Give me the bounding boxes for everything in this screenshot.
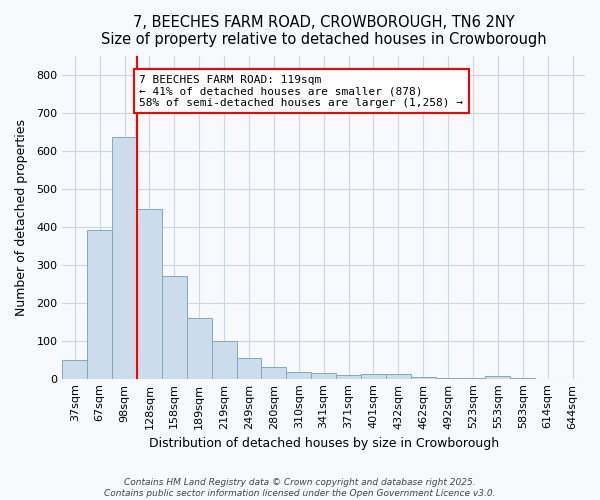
Bar	[112, 138, 137, 378]
Text: 7 BEECHES FARM ROAD: 119sqm
← 41% of detached houses are smaller (878)
58% of se: 7 BEECHES FARM ROAD: 119sqm ← 41% of det…	[139, 74, 463, 108]
Bar	[286, 372, 311, 378]
Bar	[411, 377, 436, 378]
Bar	[386, 374, 411, 378]
Bar	[361, 374, 386, 378]
X-axis label: Distribution of detached houses by size in Crowborough: Distribution of detached houses by size …	[149, 437, 499, 450]
Bar	[87, 230, 112, 378]
Bar	[187, 318, 212, 378]
Bar	[236, 358, 262, 378]
Bar	[485, 376, 511, 378]
Bar	[212, 340, 236, 378]
Title: 7, BEECHES FARM ROAD, CROWBOROUGH, TN6 2NY
Size of property relative to detached: 7, BEECHES FARM ROAD, CROWBOROUGH, TN6 2…	[101, 15, 547, 48]
Bar	[62, 360, 87, 378]
Bar	[262, 368, 286, 378]
Y-axis label: Number of detached properties: Number of detached properties	[15, 118, 28, 316]
Text: Contains HM Land Registry data © Crown copyright and database right 2025.
Contai: Contains HM Land Registry data © Crown c…	[104, 478, 496, 498]
Bar	[336, 375, 361, 378]
Bar	[137, 210, 162, 378]
Bar	[162, 276, 187, 378]
Bar	[311, 374, 336, 378]
